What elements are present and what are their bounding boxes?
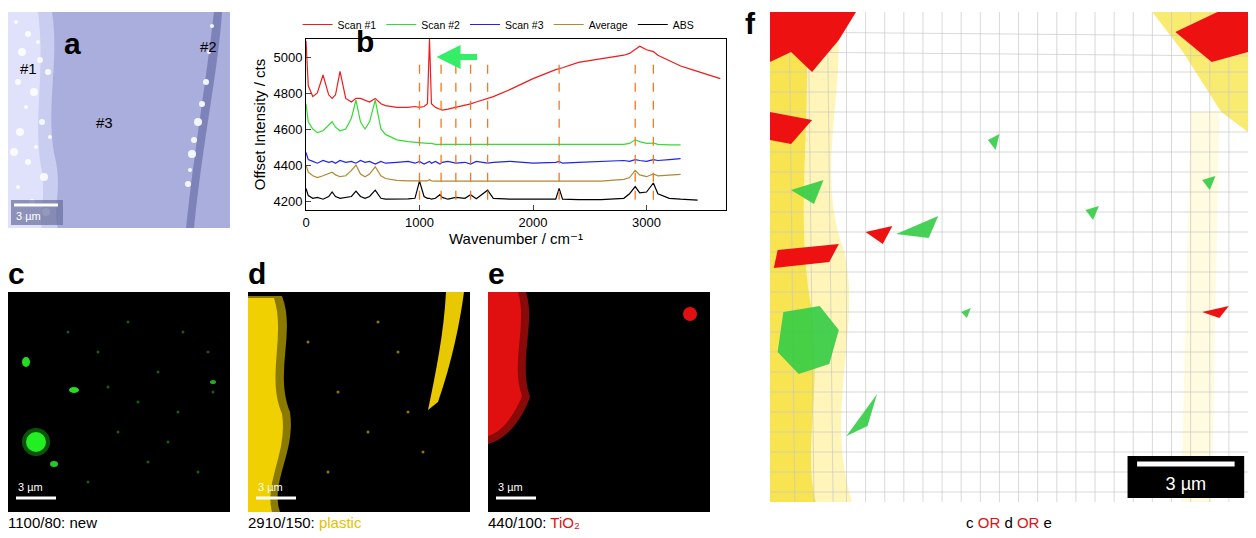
svg-text:4200: 4200: [273, 194, 302, 209]
svg-text:Wavenumber / cm⁻¹: Wavenumber / cm⁻¹: [449, 230, 583, 247]
svg-text:Scan #3: Scan #3: [505, 19, 544, 31]
html-text:1100/80: new: 1100/80: new: [8, 514, 97, 531]
html-text:d: d: [248, 257, 267, 290]
html-text:b: b: [356, 25, 375, 58]
svg-text:3 µm: 3 µm: [16, 210, 41, 222]
svg-text:ABS: ABS: [673, 19, 694, 31]
svg-text:3 µm: 3 µm: [258, 481, 283, 493]
svg-text:a: a: [64, 27, 81, 60]
svg-text:3000: 3000: [632, 215, 661, 230]
svg-text:#1: #1: [20, 60, 37, 77]
svg-text:5000: 5000: [273, 50, 302, 65]
svg-text:4800: 4800: [273, 86, 302, 101]
svg-text:Scan #2: Scan #2: [421, 19, 460, 31]
svg-text:1000: 1000: [405, 215, 434, 230]
html-text:f: f: [745, 7, 755, 40]
svg-text:3 µm: 3 µm: [498, 481, 523, 493]
svg-text:Average: Average: [589, 19, 628, 31]
svg-text:Offset Intensity / cts: Offset Intensity / cts: [251, 59, 268, 190]
svg-text:#2: #2: [200, 38, 217, 55]
html-text:c OR d OR e: c OR d OR e: [966, 514, 1052, 531]
svg-text:4600: 4600: [273, 122, 302, 137]
svg-text:3 µm: 3 µm: [1165, 473, 1206, 494]
html-text:2910/150: plastic: 2910/150: plastic: [248, 514, 362, 531]
svg-text:#3: #3: [96, 114, 113, 131]
svg-text:3 µm: 3 µm: [18, 481, 43, 493]
svg-text:0: 0: [302, 215, 309, 230]
svg-text:4400: 4400: [273, 158, 302, 173]
html-text:440/100: TiO₂: 440/100: TiO₂: [488, 514, 580, 531]
svg-text:Scan #1: Scan #1: [337, 18, 377, 31]
svg-text:2000: 2000: [519, 215, 548, 230]
html-text:c: c: [8, 257, 25, 290]
html-text:e: e: [488, 257, 505, 290]
